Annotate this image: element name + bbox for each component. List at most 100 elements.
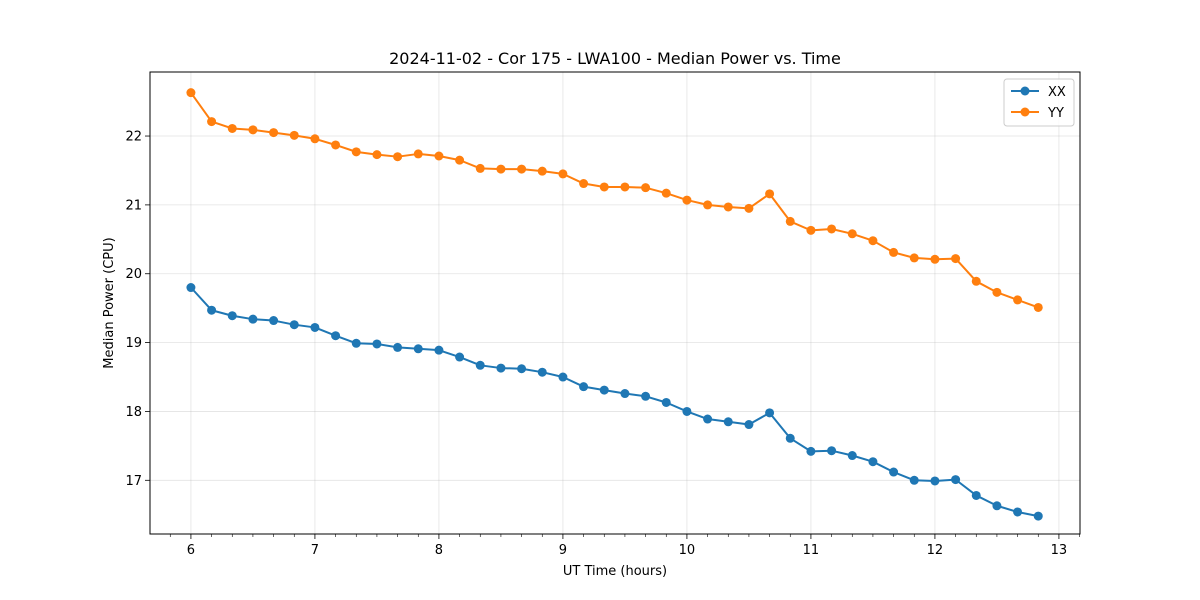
data-point-xx <box>331 331 341 341</box>
data-point-yy <box>496 164 506 174</box>
data-point-xx <box>227 311 237 321</box>
data-point-yy <box>455 155 465 165</box>
data-point-xx <box>289 320 299 330</box>
legend-label-yy: YY <box>1047 106 1064 121</box>
x-axis-label: UT Time (hours) <box>563 564 667 579</box>
data-point-xx <box>765 408 775 418</box>
x-tick-label: 11 <box>803 543 820 558</box>
chart-title: 2024-11-02 - Cor 175 - LWA100 - Median P… <box>389 49 841 68</box>
legend-marker-yy <box>1020 107 1030 117</box>
x-tick-label: 8 <box>435 543 443 558</box>
data-point-yy <box>641 183 651 193</box>
y-tick-label: 21 <box>125 198 142 213</box>
data-point-xx <box>827 446 837 456</box>
data-point-yy <box>331 140 341 150</box>
data-point-yy <box>558 169 568 179</box>
data-point-yy <box>517 164 527 174</box>
data-point-yy <box>413 149 423 159</box>
data-point-xx <box>599 385 609 395</box>
y-tick-label: 19 <box>125 336 142 351</box>
data-point-yy <box>806 225 816 235</box>
x-tick-label: 12 <box>927 543 944 558</box>
series-group <box>186 88 1043 521</box>
data-point-yy <box>682 195 692 205</box>
data-point-xx <box>785 433 795 443</box>
data-point-xx <box>682 406 692 416</box>
data-point-xx <box>951 475 961 485</box>
y-tick-label: 22 <box>125 130 142 145</box>
data-point-xx <box>496 363 506 373</box>
data-point-xx <box>992 501 1002 511</box>
data-point-yy <box>827 224 837 234</box>
data-point-yy <box>620 182 630 192</box>
data-point-yy <box>765 189 775 199</box>
x-tick-label: 13 <box>1051 543 1068 558</box>
data-point-yy <box>889 247 899 257</box>
data-point-yy <box>434 151 444 161</box>
data-point-yy <box>847 229 857 239</box>
data-point-yy <box>372 150 382 160</box>
data-point-xx <box>930 476 940 486</box>
data-point-yy <box>537 166 547 176</box>
data-point-yy <box>186 88 196 98</box>
plot-frame <box>149 71 1081 535</box>
legend: XX YY <box>1003 78 1075 127</box>
data-point-xx <box>434 345 444 355</box>
data-point-xx <box>579 382 589 392</box>
x-tick-label: 9 <box>559 543 567 558</box>
data-point-yy <box>289 130 299 140</box>
data-point-yy <box>930 254 940 264</box>
legend-marker-xx <box>1020 86 1030 96</box>
data-point-yy <box>785 216 795 226</box>
y-tick-label: 20 <box>125 267 142 282</box>
data-point-yy <box>207 117 217 127</box>
data-point-yy <box>951 254 961 264</box>
grid <box>150 72 1080 534</box>
data-point-xx <box>847 451 857 461</box>
data-point-xx <box>889 467 899 477</box>
data-point-yy <box>227 123 237 133</box>
data-point-yy <box>703 200 713 210</box>
y-axis-label: Median Power (CPU) <box>102 237 117 368</box>
data-point-xx <box>723 417 733 427</box>
data-point-yy <box>310 134 320 144</box>
data-point-xx <box>455 352 465 362</box>
data-point-xx <box>310 322 320 332</box>
data-point-yy <box>1033 302 1043 312</box>
data-point-xx <box>207 305 217 315</box>
data-point-xx <box>971 490 981 500</box>
data-point-xx <box>620 389 630 399</box>
data-point-yy <box>661 188 671 198</box>
data-point-yy <box>393 152 403 162</box>
data-point-xx <box>641 391 651 401</box>
data-point-xx <box>661 397 671 407</box>
data-point-yy <box>992 287 1002 297</box>
data-point-yy <box>351 147 361 157</box>
data-point-xx <box>1033 511 1043 521</box>
data-point-yy <box>579 179 589 189</box>
data-point-yy <box>1013 295 1023 305</box>
data-point-yy <box>475 163 485 173</box>
data-point-xx <box>909 475 919 485</box>
data-point-yy <box>971 276 981 286</box>
legend-label-xx: XX <box>1048 85 1066 100</box>
data-point-xx <box>558 372 568 382</box>
data-point-xx <box>517 364 527 374</box>
data-point-yy <box>744 203 754 213</box>
x-tick-label: 7 <box>311 543 319 558</box>
data-point-xx <box>537 367 547 377</box>
x-tick-label: 6 <box>187 543 195 558</box>
data-point-xx <box>475 360 485 370</box>
data-point-yy <box>723 202 733 212</box>
y-tick-label: 18 <box>125 405 142 420</box>
data-point-yy <box>909 253 919 263</box>
data-point-yy <box>868 236 878 246</box>
data-point-xx <box>269 316 279 326</box>
data-point-xx <box>351 338 361 348</box>
data-point-xx <box>868 457 878 467</box>
data-point-xx <box>186 283 196 293</box>
axis-ticks: 6 7 8 9 10 11 12 13 17 18 19 20 21 22 <box>125 130 1080 558</box>
data-point-xx <box>806 446 816 456</box>
